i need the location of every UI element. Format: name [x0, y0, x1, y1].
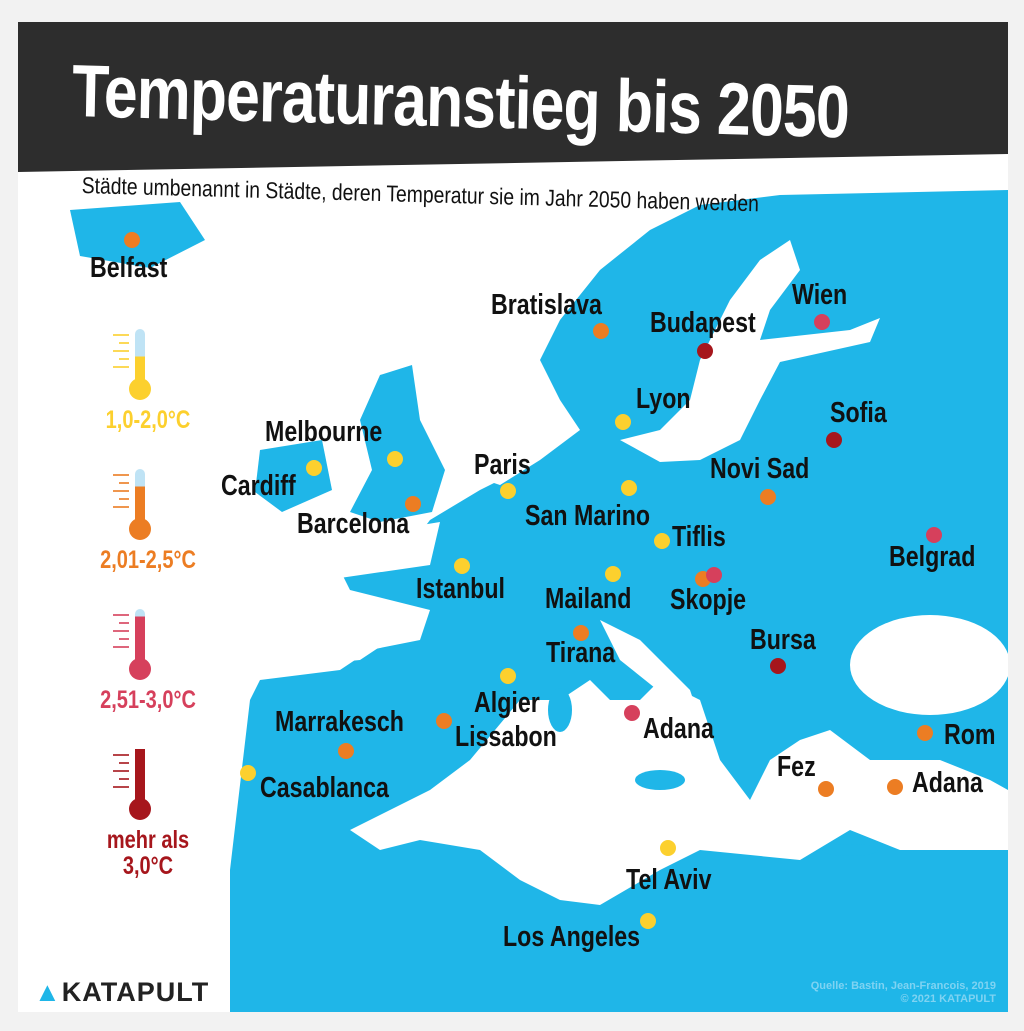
city-label: Sofia — [830, 397, 887, 429]
city-label: Rom — [944, 719, 996, 751]
city-marker-orange — [436, 713, 452, 729]
city-marker-orange — [818, 781, 834, 797]
city-label: Istanbul — [416, 573, 505, 605]
city-marker-orange — [338, 743, 354, 759]
city-marker-darkred — [697, 343, 713, 359]
city-marker-yellow — [306, 460, 322, 476]
city-label: Casablanca — [260, 772, 389, 804]
north-sea — [420, 395, 580, 485]
city-marker-yellow — [605, 566, 621, 582]
black-sea — [850, 615, 1008, 715]
city-marker-pink — [706, 567, 722, 583]
legend-label: 2,01-2,5°C — [100, 546, 196, 574]
city-label: Cardiff — [221, 470, 296, 502]
city-label: San Marino — [525, 500, 651, 532]
source-text: Quelle: Bastin, Jean-Francois, 2019 — [810, 980, 996, 992]
thermometer-icon — [113, 609, 151, 680]
city-label: Tirana — [546, 637, 616, 669]
source-credit: Quelle: Bastin, Jean-Francois, 2019 © 20… — [811, 980, 996, 1006]
thermometer-icon — [113, 469, 151, 540]
city-label: Barcelona — [297, 508, 410, 540]
city-marker-yellow — [660, 840, 676, 856]
sicily — [635, 770, 685, 790]
legend-label: 1,0-2,0°C — [105, 406, 191, 434]
city-label: Paris — [474, 449, 531, 481]
ireland — [255, 440, 332, 512]
legend-item-pink: 2,51-3,0°C — [73, 607, 223, 713]
city-marker-pink — [814, 314, 830, 330]
legend-item-darkred: mehr als 3,0°C — [73, 747, 223, 879]
logo-text: KATAPULT — [61, 977, 210, 1007]
city-marker-orange — [405, 496, 421, 512]
city-label: Skopje — [670, 584, 747, 616]
city-label: Lissabon — [455, 721, 557, 753]
city-label: Tel Aviv — [626, 864, 712, 896]
city-label: Wien — [792, 279, 848, 311]
city-label: Bratislava — [491, 289, 602, 321]
city-marker-yellow — [387, 451, 403, 467]
city-marker-darkred — [826, 432, 842, 448]
bay-of-biscay — [330, 522, 440, 578]
atlantic-ocean — [230, 560, 420, 680]
thermometer-icon — [113, 329, 151, 400]
city-marker-pink — [926, 527, 942, 543]
city-marker-pink — [624, 705, 640, 721]
katapult-logo: ▲KATAPULT — [34, 977, 209, 1008]
adriatic-sea — [600, 620, 700, 720]
city-label: Budapest — [650, 307, 756, 339]
legend-item-yellow: 1,0-2,0°C — [73, 327, 223, 433]
city-label: Fez — [777, 751, 816, 783]
city-label: Novi Sad — [710, 453, 810, 485]
city-marker-orange — [573, 625, 589, 641]
city-marker-yellow — [240, 765, 256, 781]
europe-map — [70, 190, 1008, 1012]
city-marker-orange — [917, 725, 933, 741]
logo-icon: ▲ — [34, 977, 62, 1007]
city-marker-yellow — [640, 913, 656, 929]
city-label: Tiflis — [672, 521, 726, 553]
thermometer-icon — [113, 749, 151, 820]
city-label: Belfast — [90, 252, 168, 284]
city-marker-yellow — [654, 533, 670, 549]
city-label: Melbourne — [265, 416, 383, 448]
title-bar — [18, 22, 1008, 172]
city-marker-yellow — [615, 414, 631, 430]
great-britain — [350, 365, 445, 522]
crete — [822, 844, 878, 856]
city-label: Adana — [643, 713, 714, 745]
copyright-text: © 2021 KATAPULT — [900, 993, 996, 1005]
city-label: Los Angeles — [503, 921, 641, 953]
city-marker-yellow — [500, 483, 516, 499]
city-marker-orange — [593, 323, 609, 339]
legend-item-orange: 2,01-2,5°C — [73, 467, 223, 573]
city-label: Adana — [912, 767, 983, 799]
city-marker-yellow — [500, 668, 516, 684]
legend-label: 2,51-3,0°C — [100, 686, 196, 714]
city-marker-yellow — [454, 558, 470, 574]
city-label: Lyon — [636, 383, 691, 415]
legend-label: mehr als 3,0°C — [106, 826, 190, 880]
infographic: Temperaturanstieg bis 2050 Städte umbena… — [18, 22, 1008, 1012]
city-marker-orange — [760, 489, 776, 505]
city-label: Marrakesch — [275, 706, 404, 738]
mediterranean-sea — [350, 680, 1008, 905]
sardinia — [548, 688, 572, 732]
city-marker-orange — [124, 232, 140, 248]
city-label: Algier — [474, 687, 540, 719]
city-label: Bursa — [750, 624, 816, 656]
city-marker-darkred — [770, 658, 786, 674]
city-label: Belgrad — [889, 541, 976, 573]
city-label: Mailand — [545, 583, 632, 615]
city-marker-orange — [887, 779, 903, 795]
city-marker-yellow — [621, 480, 637, 496]
baltic-sea — [620, 240, 880, 462]
